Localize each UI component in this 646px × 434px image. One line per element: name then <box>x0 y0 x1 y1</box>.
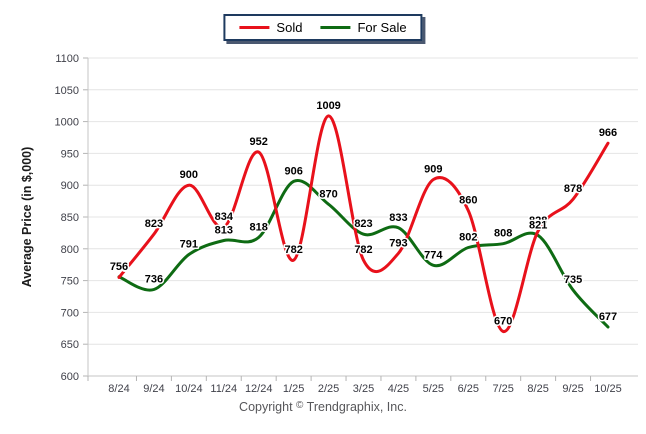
legend-label-for-sale: For Sale <box>357 20 407 35</box>
x-tick-label: 11/24 <box>210 383 237 395</box>
for-sale-point-label: 677 <box>599 311 617 323</box>
x-tick-label: 10/25 <box>594 383 622 395</box>
x-tick-label: 9/24 <box>143 383 164 395</box>
x-tick-label: 4/25 <box>388 383 409 395</box>
for-sale-line <box>117 178 610 329</box>
for-sale-point-label: 906 <box>284 165 302 177</box>
sold-point-label: 909 <box>424 163 442 175</box>
legend: Sold For Sale <box>223 14 423 41</box>
for-sale-point-label: 833 <box>389 212 407 224</box>
sold-point-label: 834 <box>215 211 234 223</box>
for-sale-line-swatch <box>320 26 351 29</box>
for-sale-point-label: 735 <box>564 274 582 286</box>
sold-point-label: 860 <box>459 195 477 207</box>
sold-line <box>117 114 610 333</box>
sold-point-label: 782 <box>354 244 372 256</box>
y-tick-label: 950 <box>61 148 79 160</box>
sold-point-label: 828 <box>529 215 547 227</box>
sold-point-label: 793 <box>389 237 407 249</box>
copyright-symbol: © <box>296 400 304 411</box>
for-sale-point-label: 821 <box>529 219 547 231</box>
sold-point-label: 670 <box>494 315 512 327</box>
y-tick-label: 1050 <box>55 85 79 97</box>
for-sale-point-label: 802 <box>459 232 477 244</box>
legend-item-for-sale: For Sale <box>320 20 407 35</box>
x-tick-label: 10/24 <box>175 383 203 395</box>
for-sale-point-label: 818 <box>250 221 268 233</box>
legend-label-sold: Sold <box>276 20 303 35</box>
copyright-prefix: Copyright <box>239 400 293 414</box>
x-tick-label: 2/25 <box>318 383 339 395</box>
for-sale-point-label: 791 <box>180 239 198 251</box>
y-tick-label: 1100 <box>55 53 79 65</box>
sold-point-label: 952 <box>250 136 268 148</box>
for-sale-point-label: 823 <box>354 218 372 230</box>
y-tick-label: 1000 <box>55 117 79 129</box>
legend-item-sold: Sold <box>239 20 302 35</box>
copyright-company: Trendgraphix, Inc. <box>306 400 407 414</box>
y-tick-label: 850 <box>61 212 79 224</box>
x-tick-label: 3/25 <box>353 383 374 395</box>
sold-line-swatch <box>239 26 270 29</box>
y-tick-label: 700 <box>61 307 79 319</box>
sold-point-label: 878 <box>564 183 582 195</box>
y-tick-label: 650 <box>61 339 79 351</box>
for-sale-point-label: 808 <box>494 228 512 240</box>
for-sale-point-label: 774 <box>424 249 443 261</box>
y-tick-label: 750 <box>61 276 79 288</box>
x-tick-label: 7/25 <box>493 383 514 395</box>
for-sale-point-label: 756 <box>110 261 128 273</box>
y-tick-label: 900 <box>61 180 79 192</box>
sold-point-label: 823 <box>145 218 163 230</box>
x-tick-label: 8/25 <box>527 383 548 395</box>
x-tick-label: 6/25 <box>458 383 479 395</box>
x-tick-label: 1/25 <box>283 383 304 395</box>
x-tick-label: 5/25 <box>423 383 444 395</box>
x-tick-label: 9/25 <box>562 383 583 395</box>
x-tick-label: 8/24 <box>108 383 129 395</box>
copyright: Copyright © Trendgraphix, Inc. <box>0 400 646 414</box>
sold-point-label: 966 <box>599 127 617 139</box>
y-axis-title: Average Price (in $,000) <box>20 146 34 288</box>
sold-point-label: 900 <box>180 169 198 181</box>
for-sale-point-label: 870 <box>319 188 337 200</box>
sold-point-label: 1009 <box>316 100 340 112</box>
y-tick-label: 800 <box>61 244 79 256</box>
for-sale-point-label: 736 <box>145 274 163 286</box>
sold-point-label: 755 <box>110 261 128 273</box>
x-tick-label: 12/24 <box>245 383 273 395</box>
sold-point-label: 782 <box>284 244 302 256</box>
for-sale-point-label: 813 <box>215 225 233 237</box>
y-tick-label: 600 <box>61 371 79 383</box>
